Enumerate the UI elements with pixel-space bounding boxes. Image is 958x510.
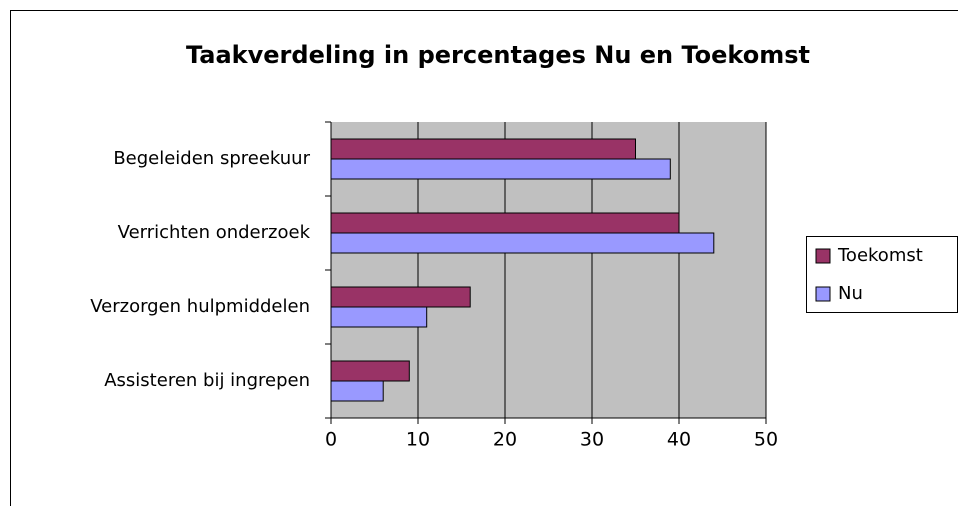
legend-box — [806, 236, 958, 313]
y-tick-label: Begeleiden spreekuur — [113, 148, 310, 169]
bar — [330, 380, 384, 402]
legend-swatch — [815, 286, 831, 302]
legend-swatch — [815, 248, 831, 264]
bar — [330, 212, 680, 234]
bar — [330, 360, 410, 382]
bar — [330, 306, 428, 328]
x-tick-label: 20 — [493, 429, 517, 451]
bar — [330, 232, 715, 254]
x-tick-label: 10 — [406, 429, 430, 451]
x-tick-label: 30 — [580, 429, 604, 451]
y-tick-label: Assisteren bij ingrepen — [104, 370, 310, 391]
bar — [330, 138, 636, 160]
x-tick-label: 40 — [667, 429, 691, 451]
bar — [330, 158, 671, 180]
x-tick-label: 0 — [325, 429, 337, 451]
legend-label: Nu — [838, 283, 863, 304]
bar — [330, 286, 471, 308]
y-tick-label: Verzorgen hulpmiddelen — [90, 296, 310, 317]
y-tick-label: Verrichten onderzoek — [118, 222, 311, 243]
legend-label: Toekomst — [837, 245, 923, 266]
x-tick-label: 50 — [754, 429, 778, 451]
chart-title: Taakverdeling in percentages Nu en Toeko… — [186, 41, 810, 69]
